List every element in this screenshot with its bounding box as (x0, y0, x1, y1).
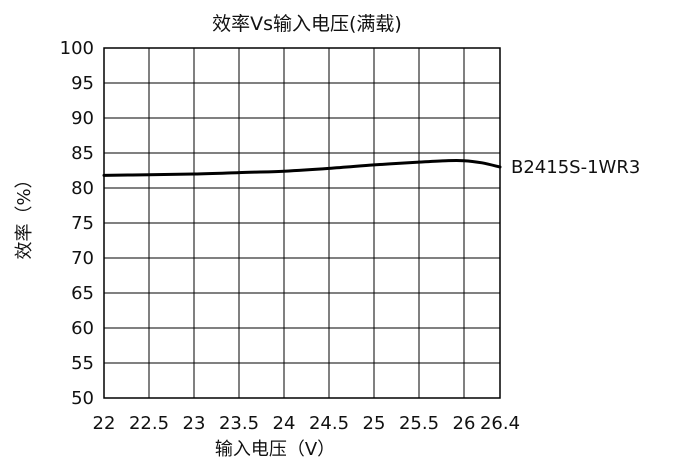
x-tick-label: 23.5 (219, 413, 259, 434)
x-tick-label: 22.5 (129, 413, 169, 434)
series-label: B2415S-1WR3 (511, 157, 640, 178)
y-tick-label: 95 (71, 73, 94, 94)
x-tick-label: 22 (93, 413, 116, 434)
x-tick-label: 24.5 (309, 413, 349, 434)
y-tick-label: 70 (71, 248, 94, 269)
series-line-b2415s-1wr3 (102, 158, 502, 177)
series-layer: B2415S-1WR3 (102, 157, 640, 178)
x-tick-label: 25 (363, 413, 386, 434)
chart-title: 效率Vs输入电压(满载) (212, 13, 402, 35)
x-tick-label: 26.4 (480, 413, 520, 434)
y-tick-label: 90 (71, 108, 94, 129)
plot-frame (103, 47, 501, 399)
x-tick-label: 24 (273, 413, 296, 434)
y-tick-label: 55 (71, 353, 94, 374)
x-axis-ticks: 22 22.5 23 23.5 24 24.5 25 25.5 26 26.4 (93, 413, 520, 434)
y-tick-label: 100 (60, 38, 94, 59)
y-axis-ticks: 50 55 60 65 70 75 80 85 90 95 100 (60, 38, 94, 409)
y-tick-label: 65 (71, 283, 94, 304)
x-tick-label: 23 (183, 413, 206, 434)
y-tick-label: 85 (71, 143, 94, 164)
y-tick-label: 75 (71, 213, 94, 234)
y-tick-label: 50 (71, 388, 94, 409)
x-tick-label: 25.5 (399, 413, 439, 434)
y-tick-label: 80 (71, 178, 94, 199)
x-tick-label: 26 (453, 413, 476, 434)
x-axis-label: 输入电压（V） (215, 439, 335, 460)
grid (103, 47, 501, 399)
y-axis-label: 效率（%） (14, 170, 35, 259)
y-tick-label: 60 (71, 318, 94, 339)
